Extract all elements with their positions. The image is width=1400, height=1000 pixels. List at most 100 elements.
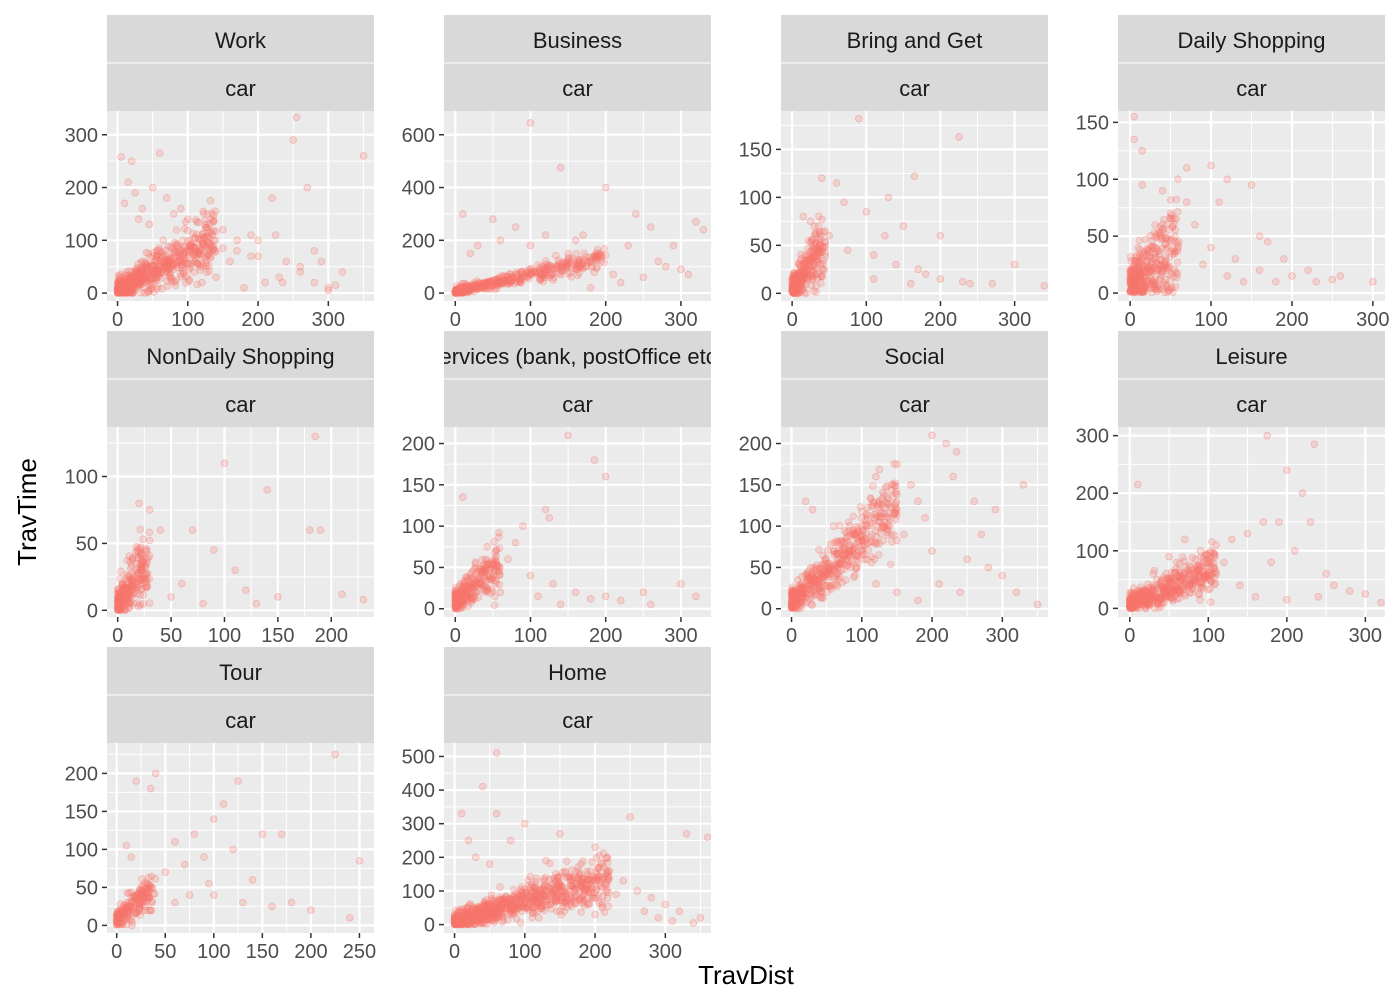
scatter-point (1134, 269, 1143, 277)
scatter-point (153, 285, 161, 293)
scatter-point (190, 268, 199, 276)
scatter-point (928, 431, 936, 440)
scatter-point (866, 494, 875, 503)
scatter-point (274, 593, 282, 601)
scatter-point (504, 276, 512, 284)
scatter-point (159, 236, 168, 245)
scatter-point (121, 283, 129, 291)
scatter-point (456, 288, 465, 296)
scatter-point (158, 266, 166, 275)
scatter-point (165, 265, 174, 273)
scatter-point (135, 280, 144, 289)
scatter-point (480, 284, 488, 293)
scatter-point (254, 236, 262, 245)
scatter-point (123, 282, 131, 290)
scatter-point (817, 174, 826, 182)
scatter-point (544, 265, 552, 273)
scatter-point (252, 599, 261, 608)
scatter-point (791, 288, 799, 296)
scatter-point (182, 259, 191, 268)
scatter-point (114, 287, 123, 295)
scatter-point (525, 270, 533, 279)
scatter-point (183, 226, 192, 235)
scatter-point (461, 285, 470, 294)
scatter-point (662, 262, 670, 271)
scatter-point (1136, 288, 1145, 297)
scatter-point (596, 250, 604, 258)
scatter-point (277, 830, 286, 838)
scatter-point (460, 288, 469, 296)
scatter-point (807, 281, 816, 290)
scatter-point (1223, 272, 1232, 280)
scatter-point (199, 599, 207, 608)
scatter-point (469, 282, 478, 291)
scatter-point (247, 231, 255, 239)
scatter-point (845, 546, 854, 555)
scatter-point (1312, 277, 1321, 286)
scatter-point (812, 257, 820, 266)
scatter-point (117, 287, 125, 295)
scatter-point (458, 597, 467, 606)
scatter-point (120, 279, 128, 288)
scatter-point (181, 217, 190, 226)
facet-subtitle: car (1236, 76, 1267, 101)
scatter-point (807, 272, 816, 280)
scatter-point (486, 278, 495, 287)
scatter-point (152, 265, 160, 273)
scatter-point (175, 256, 183, 265)
scatter-point (1191, 220, 1199, 229)
scatter-point (504, 555, 512, 563)
scatter-point (812, 229, 821, 238)
scatter-point (139, 266, 147, 274)
scatter-point (1135, 284, 1144, 293)
panel-background (444, 111, 711, 301)
scatter-point (158, 259, 167, 267)
scatter-point (147, 274, 155, 283)
scatter-point (795, 285, 804, 293)
scatter-point (526, 241, 535, 250)
scatter-point (136, 273, 144, 281)
scatter-point (138, 204, 146, 213)
scatter-point (115, 286, 124, 295)
scatter-point (789, 284, 798, 292)
scatter-point (141, 258, 149, 267)
scatter-point (145, 270, 154, 278)
scatter-point (152, 267, 161, 275)
scatter-point (146, 253, 154, 262)
scatter-point (495, 273, 504, 282)
scatter-point (471, 281, 480, 290)
scatter-point (132, 560, 141, 568)
scatter-point (118, 284, 127, 293)
scatter-point (534, 261, 542, 269)
scatter-point (1146, 263, 1154, 272)
scatter-point (1129, 288, 1138, 297)
scatter-point (132, 278, 141, 287)
scatter-point (462, 286, 471, 294)
scatter-point (179, 256, 188, 264)
scatter-point (472, 282, 481, 291)
scatter-point (825, 231, 834, 240)
scatter-point (800, 274, 809, 283)
scatter-point (167, 261, 175, 270)
scatter-point (536, 275, 545, 284)
scatter-point (816, 242, 825, 250)
scatter-point (1131, 272, 1139, 281)
scatter-point (1161, 589, 1170, 598)
scatter-point (467, 281, 476, 290)
scatter-point (806, 263, 814, 271)
scatter-point (202, 268, 211, 277)
scatter-point (169, 261, 178, 269)
x-tick-label: 300 (998, 309, 1031, 331)
scatter-point (1199, 260, 1207, 269)
scatter-point (149, 268, 157, 276)
scatter-point (129, 898, 138, 907)
scatter-point (1168, 215, 1176, 223)
scatter-point (799, 212, 808, 221)
scatter-point (1168, 235, 1176, 244)
scatter-point (205, 267, 213, 275)
facet-strip-bottom (107, 63, 374, 111)
scatter-point (893, 460, 901, 468)
scatter-point (185, 250, 194, 258)
scatter-point (139, 275, 147, 283)
scatter-point (793, 278, 802, 286)
